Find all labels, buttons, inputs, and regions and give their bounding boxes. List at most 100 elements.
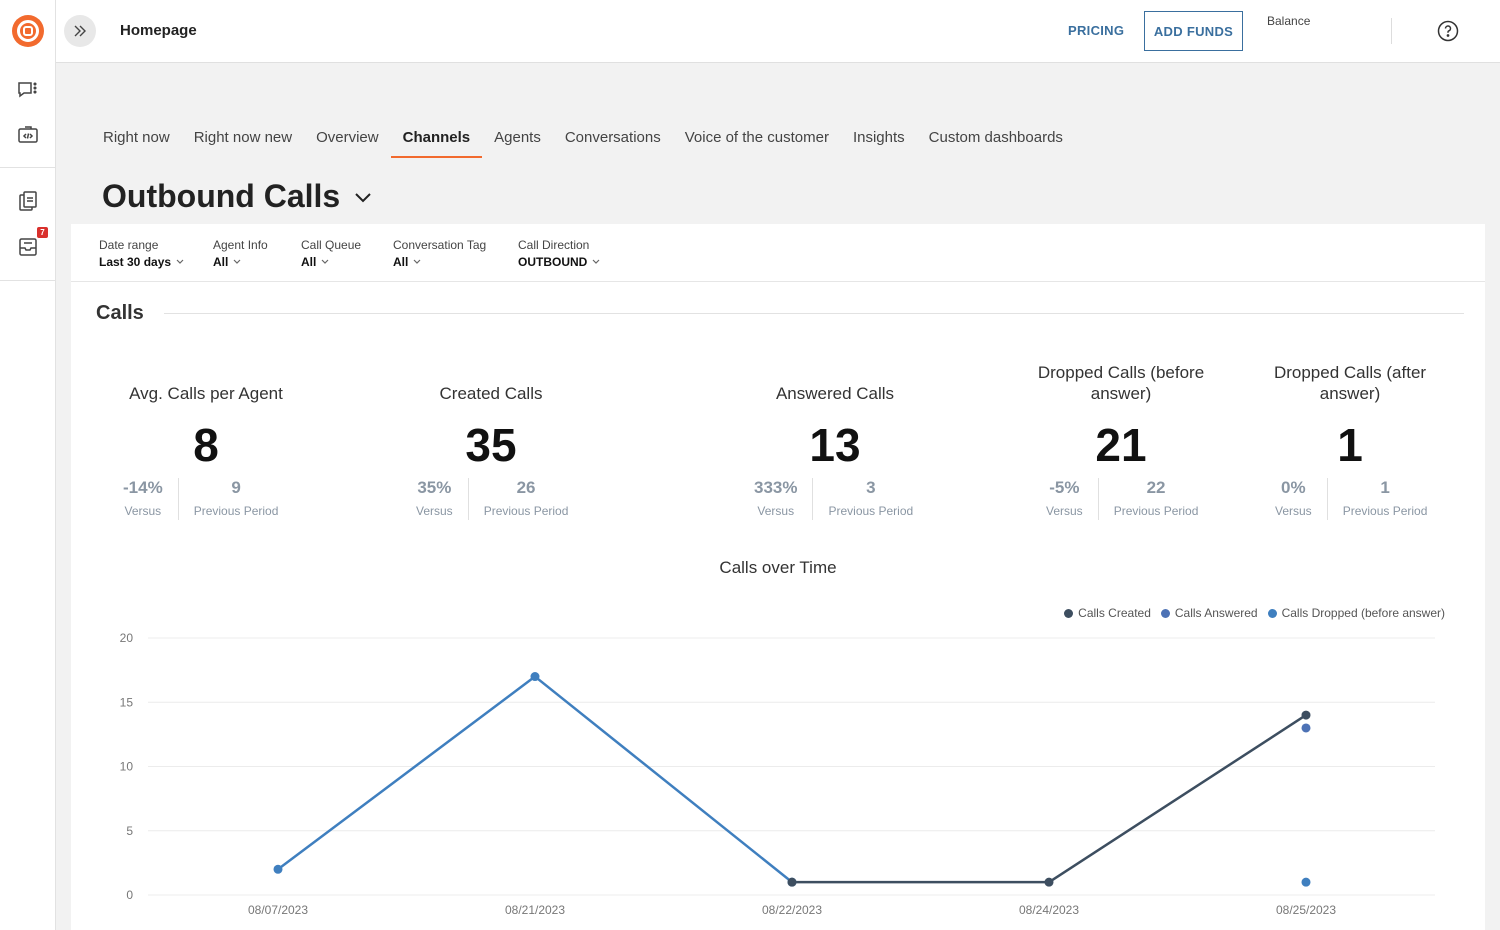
legend-label: Calls Answered xyxy=(1174,606,1258,620)
chevron-down-icon xyxy=(321,259,329,264)
notification-badge: 7 xyxy=(37,227,48,238)
filter-conversation-tag[interactable]: Conversation Tag All xyxy=(393,238,486,269)
filter-call-queue[interactable]: Call Queue All xyxy=(301,238,361,269)
legend-label: Calls Created xyxy=(1078,606,1151,620)
tab-overview[interactable]: Overview xyxy=(316,129,379,146)
y-tick-label: 0 xyxy=(126,888,133,902)
x-tick-label: 08/21/2023 xyxy=(505,903,565,917)
tab-right-now[interactable]: Right now xyxy=(103,129,170,146)
legend-dot xyxy=(1160,608,1170,618)
filter-value: OUTBOUND xyxy=(518,255,588,269)
section-title: Calls xyxy=(96,302,144,324)
kpi-created-calls-body: 35 35% Versus 26 Previous Period xyxy=(396,362,586,532)
page-title: Outbound Calls xyxy=(102,178,341,214)
kpi-previous-label: Previous Period xyxy=(193,504,279,518)
tab-insights[interactable]: Insights xyxy=(852,129,905,146)
chart-title: Calls over Time xyxy=(719,558,837,577)
kpi-versus-label: Versus xyxy=(1275,504,1312,518)
legend-item-calls-answered[interactable]: Calls Answered xyxy=(1160,606,1258,620)
filter-value: All xyxy=(213,255,229,269)
y-tick-label: 15 xyxy=(120,695,134,709)
filter-call-direction[interactable]: Call Direction OUTBOUND xyxy=(518,238,600,269)
kpi-previous-label: Previous Period xyxy=(828,504,914,518)
copy-document-icon[interactable] xyxy=(16,190,40,214)
data-point xyxy=(1301,710,1311,720)
filter-label: Agent Info xyxy=(213,238,268,252)
filter-label: Call Direction xyxy=(518,238,590,252)
chevron-down-icon xyxy=(592,259,600,264)
inbox-icon[interactable] xyxy=(16,235,40,259)
kpi-answered-calls: Answered Calls xyxy=(740,362,930,404)
x-tick-label: 08/25/2023 xyxy=(1276,903,1336,917)
kpi-value: 1 xyxy=(1337,419,1363,471)
kpi-comparison: -14% Versus 9 Previous Period xyxy=(123,478,278,520)
kpi-previous-value: 3 xyxy=(866,478,876,497)
kpi-avg-calls-per-agent: Avg. Calls per Agent xyxy=(111,362,301,404)
kpi-value: 35 xyxy=(465,419,517,471)
kpi-title: Created Calls xyxy=(439,384,543,403)
help-icon[interactable] xyxy=(1437,20,1459,42)
code-box-icon[interactable] xyxy=(16,123,40,147)
tab-conversations[interactable]: Conversations xyxy=(564,129,661,146)
kpi-title: Avg. Calls per Agent xyxy=(129,384,283,403)
kpi-versus-value: -5% xyxy=(1049,478,1080,497)
kpi-dropped-after-answer-body: 1 0% Versus 1 Previous Period xyxy=(1260,362,1440,532)
tab-voice-of-the-customer[interactable]: Voice of the customer xyxy=(684,129,829,146)
kpi-versus-label: Versus xyxy=(1046,504,1083,518)
tab-right-now-new[interactable]: Right now new xyxy=(193,129,293,146)
dashboard-selector[interactable]: Outbound Calls xyxy=(102,178,372,215)
legend-item-calls-dropped[interactable]: Calls Dropped (before answer) xyxy=(1267,606,1445,620)
data-point xyxy=(1301,877,1311,887)
add-funds-button[interactable]: ADD FUNDS xyxy=(1144,11,1243,51)
chevron-down-icon xyxy=(233,259,241,264)
chevron-down-icon xyxy=(176,259,184,264)
expand-sidebar-button[interactable] xyxy=(64,15,96,47)
kpi-previous-label: Previous Period xyxy=(1342,504,1428,518)
kpi-title: Dropped Calls (after answer) xyxy=(1273,363,1427,403)
app-logo-icon[interactable] xyxy=(12,15,44,47)
kpi-versus-value: 0% xyxy=(1281,478,1306,497)
kpi-comparison: 333% Versus 3 Previous Period xyxy=(754,478,913,520)
dashboard-panel: Date range Last 30 days Agent Info All C… xyxy=(71,224,1485,930)
kpi-previous-value: 26 xyxy=(516,478,536,497)
kpi-previous-label: Previous Period xyxy=(483,504,569,518)
left-sidebar: 7 xyxy=(0,0,56,930)
balance-label: Balance xyxy=(1267,14,1311,28)
filter-value: All xyxy=(301,255,317,269)
legend-dot xyxy=(1064,608,1074,618)
kpi-previous-value: 1 xyxy=(1380,478,1390,497)
filter-label: Call Queue xyxy=(301,238,362,252)
tab-agents[interactable]: Agents xyxy=(494,129,541,146)
calls-over-time-chart: 0 5 10 15 20 08/07/2023 08/21/2023 08/22/2023 08… xyxy=(120,631,1435,917)
top-bar: Homepage PRICING ADD FUNDS Balance xyxy=(56,0,1500,63)
tab-custom-dashboards[interactable]: Custom dashboards xyxy=(928,129,1063,146)
chat-list-icon[interactable] xyxy=(16,78,40,102)
kpi-value: 13 xyxy=(809,419,861,471)
x-tick-label: 08/07/2023 xyxy=(248,903,308,917)
filter-bar: Date range Last 30 days Agent Info All C… xyxy=(71,224,1485,282)
kpi-comparison: -5% Versus 22 Previous Period xyxy=(1046,478,1198,520)
kpi-title: Dropped Calls (before answer) xyxy=(1037,363,1205,403)
kpi-value: 8 xyxy=(193,419,219,471)
legend-item-calls-created[interactable]: Calls Created xyxy=(1064,606,1151,620)
x-tick-label: 08/22/2023 xyxy=(762,903,822,917)
kpi-previous-label: Previous Period xyxy=(1113,504,1199,518)
kpi-dropped-after-answer: Dropped Calls (after answer) xyxy=(1260,362,1440,404)
data-point xyxy=(1044,877,1054,887)
data-point xyxy=(1301,723,1311,733)
kpi-avg-calls-per-agent-body: 8 -14% Versus 9 Previous Period xyxy=(111,362,301,532)
chart-legend: Calls Created Calls Answered Calls Dropp… xyxy=(1064,606,1445,620)
pricing-link[interactable]: PRICING xyxy=(1068,23,1125,38)
kpi-versus-label: Versus xyxy=(124,504,162,518)
legend-dot xyxy=(1267,608,1277,618)
kpi-versus-value: 333% xyxy=(754,478,798,497)
filter-value: All xyxy=(393,255,409,269)
dashboard-tabs: Right now Right now new Overview Channel… xyxy=(91,128,1075,158)
data-point xyxy=(530,672,540,682)
y-tick-label: 20 xyxy=(120,631,134,645)
kpi-dropped-before-answer-body: 21 -5% Versus 22 Previous Period xyxy=(1026,362,1216,532)
tab-channels[interactable]: Channels xyxy=(390,128,483,158)
filter-agent-info[interactable]: Agent Info All xyxy=(213,238,268,269)
kpi-previous-value: 9 xyxy=(231,478,241,497)
filter-date-range[interactable]: Date range Last 30 days xyxy=(99,238,184,269)
